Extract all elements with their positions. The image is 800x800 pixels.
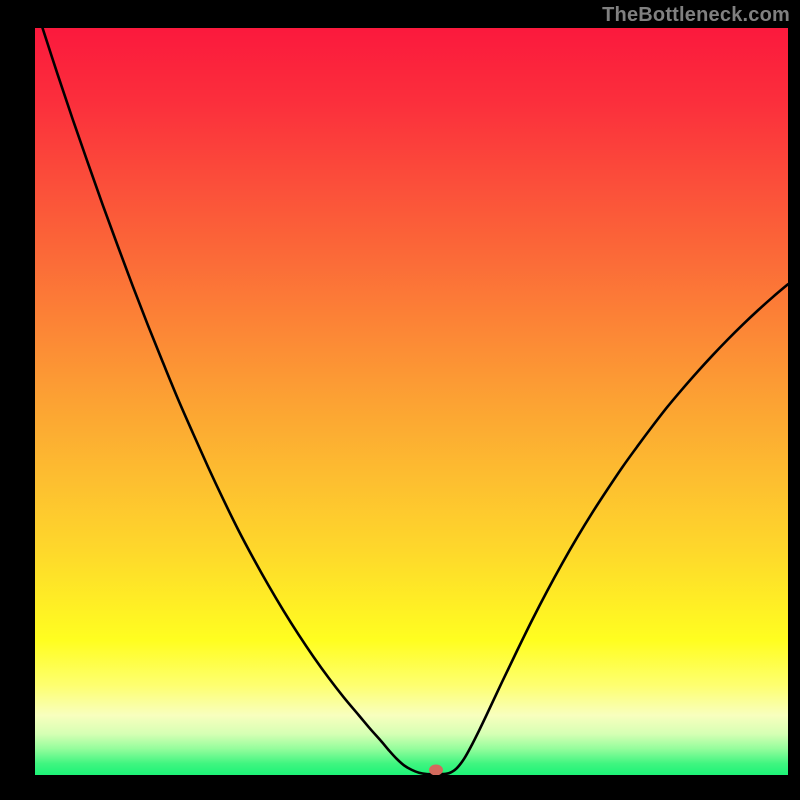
bottleneck-marker [429,764,443,775]
chart-plot-area [35,28,788,775]
watermark-text: TheBottleneck.com [602,4,790,27]
bottleneck-curve-path [43,28,788,774]
chart-svg-layer [35,28,788,775]
